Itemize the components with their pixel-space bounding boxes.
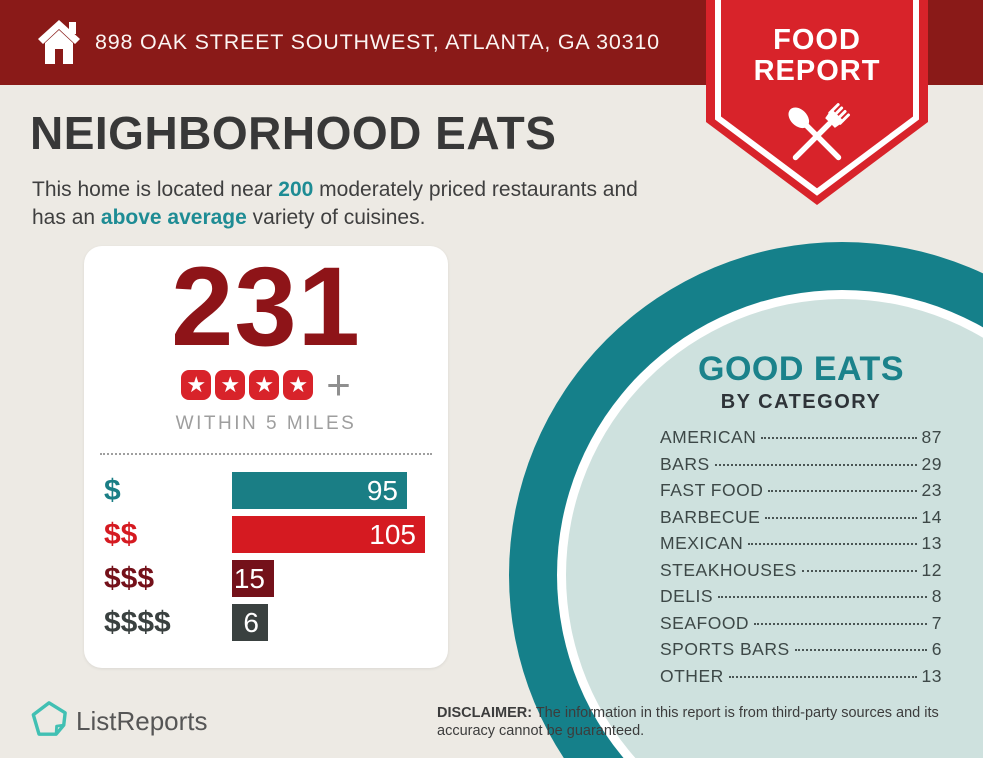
restaurant-count-highlight: 200 bbox=[278, 178, 314, 201]
price-tier-label: $$ bbox=[104, 518, 138, 551]
price-tier-bar: 95 bbox=[232, 472, 407, 509]
variety-highlight: above average bbox=[100, 206, 247, 229]
list-item: DELIS 8 bbox=[660, 586, 942, 613]
intro-line2-part1: has an bbox=[32, 206, 101, 229]
disclaimer-body: The information in this report is from t… bbox=[437, 705, 939, 739]
dotted-leader bbox=[754, 622, 927, 625]
intro-line1-part1: This home is located near bbox=[32, 178, 279, 201]
dotted-leader bbox=[748, 543, 917, 545]
category-label: OTHER bbox=[660, 665, 724, 686]
category-value: 13 bbox=[921, 665, 942, 686]
category-label: SEAFOOD bbox=[660, 612, 750, 633]
dotted-leader bbox=[801, 569, 917, 572]
badge-title-line2: REPORT bbox=[753, 55, 881, 87]
category-value: 12 bbox=[921, 559, 942, 580]
category-label: STEAKHOUSES bbox=[660, 559, 797, 580]
plus-icon: + bbox=[326, 361, 351, 408]
list-item: FAST FOOD 23 bbox=[660, 480, 942, 507]
category-list: AMERICAN 87 BARS 29 FAST FOOD 23 BARBECUE 14… bbox=[660, 427, 942, 692]
good-eats-title: GOOD EATS bbox=[698, 350, 904, 388]
list-item: OTHER 13 bbox=[660, 666, 942, 693]
star-icon: ★ bbox=[283, 370, 314, 400]
category-label: SPORTS BARS bbox=[660, 639, 790, 659]
bar-row: $ 95 bbox=[84, 472, 448, 509]
dotted-leader bbox=[794, 649, 927, 651]
star-icon: ★ bbox=[249, 370, 280, 400]
star-rating: ★ ★ ★ ★ + bbox=[84, 361, 448, 408]
category-label: BARBECUE bbox=[660, 506, 761, 527]
star-icon: ★ bbox=[215, 370, 246, 400]
food-report-badge: FOOD REPORT bbox=[706, 0, 928, 210]
good-eats-panel: GOOD EATS BY CATEGORY AMERICAN 87 BARS 29 … bbox=[660, 350, 942, 692]
intro-text: This home is located near 200 moderately… bbox=[32, 176, 638, 232]
radius-caption: WITHIN 5 MILES bbox=[175, 413, 357, 434]
price-tier-bar: 105 bbox=[232, 516, 425, 553]
category-value: 23 bbox=[921, 480, 942, 500]
category-value: 7 bbox=[931, 612, 942, 633]
dotted-leader bbox=[768, 490, 917, 492]
category-label: DELIS bbox=[660, 586, 714, 606]
category-value: 14 bbox=[921, 506, 942, 527]
dotted-divider bbox=[100, 453, 432, 455]
category-value: 13 bbox=[921, 533, 942, 553]
category-value: 87 bbox=[921, 427, 942, 447]
dotted-leader bbox=[714, 463, 917, 466]
price-tier-bar: 15 bbox=[232, 560, 274, 597]
disclaimer-text: DISCLAIMER: The information in this repo… bbox=[437, 704, 957, 740]
price-tier-bar-chart: $ 95 $$ 105 $$$ 15 $$$$ 6 bbox=[84, 472, 448, 641]
intro-line2-part2: variety of cuisines. bbox=[246, 206, 426, 229]
price-tier-label: $$$$ bbox=[104, 606, 171, 639]
restaurant-summary-card: 231 ★ ★ ★ ★ + WITHIN 5 MILES $ 95 $$ 105… bbox=[84, 246, 448, 668]
list-item: SPORTS BARS 6 bbox=[660, 639, 942, 666]
category-label: MEXICAN bbox=[660, 533, 744, 553]
price-tier-label: $ bbox=[104, 474, 121, 507]
intro-line1-part2: moderately priced restaurants and bbox=[313, 178, 638, 201]
dotted-leader bbox=[718, 596, 927, 598]
price-tier-label: $$$ bbox=[104, 562, 155, 595]
list-item: BARS 29 bbox=[660, 454, 942, 481]
dotted-leader bbox=[761, 437, 917, 439]
badge-title-line1: FOOD bbox=[773, 24, 861, 56]
price-tier-bar: 6 bbox=[232, 604, 268, 641]
category-label: BARS bbox=[660, 453, 710, 474]
brand-name: ListReports bbox=[76, 706, 208, 736]
list-item: AMERICAN 87 bbox=[660, 427, 942, 454]
bar-row: $$ 105 bbox=[84, 516, 448, 553]
page-title: NEIGHBORHOOD EATS bbox=[30, 107, 557, 159]
dotted-leader bbox=[728, 675, 917, 678]
category-label: AMERICAN bbox=[660, 427, 757, 447]
list-item: MEXICAN 13 bbox=[660, 533, 942, 560]
bar-row: $$$$ 6 bbox=[84, 604, 448, 641]
dotted-leader bbox=[765, 516, 917, 519]
category-value: 8 bbox=[931, 586, 942, 606]
listreports-house-icon bbox=[30, 700, 68, 743]
home-icon bbox=[36, 18, 82, 71]
disclaimer-label: DISCLAIMER: bbox=[437, 705, 533, 721]
list-item: STEAKHOUSES 12 bbox=[660, 560, 942, 587]
list-item: SEAFOOD 7 bbox=[660, 613, 942, 640]
crossed-spoon-fork-icon bbox=[771, 90, 863, 187]
category-value: 6 bbox=[931, 639, 942, 659]
list-item: BARBECUE 14 bbox=[660, 507, 942, 534]
star-icon: ★ bbox=[181, 370, 212, 400]
category-value: 29 bbox=[921, 453, 942, 474]
good-eats-subtitle: BY CATEGORY bbox=[720, 391, 882, 413]
listreports-logo: ListReports bbox=[30, 700, 208, 743]
total-restaurants-count: 231 bbox=[171, 244, 361, 369]
bar-row: $$$ 15 bbox=[84, 560, 448, 597]
property-address: 898 OAK STREET SOUTHWEST, ATLANTA, GA 30… bbox=[95, 30, 660, 54]
category-label: FAST FOOD bbox=[660, 480, 764, 500]
